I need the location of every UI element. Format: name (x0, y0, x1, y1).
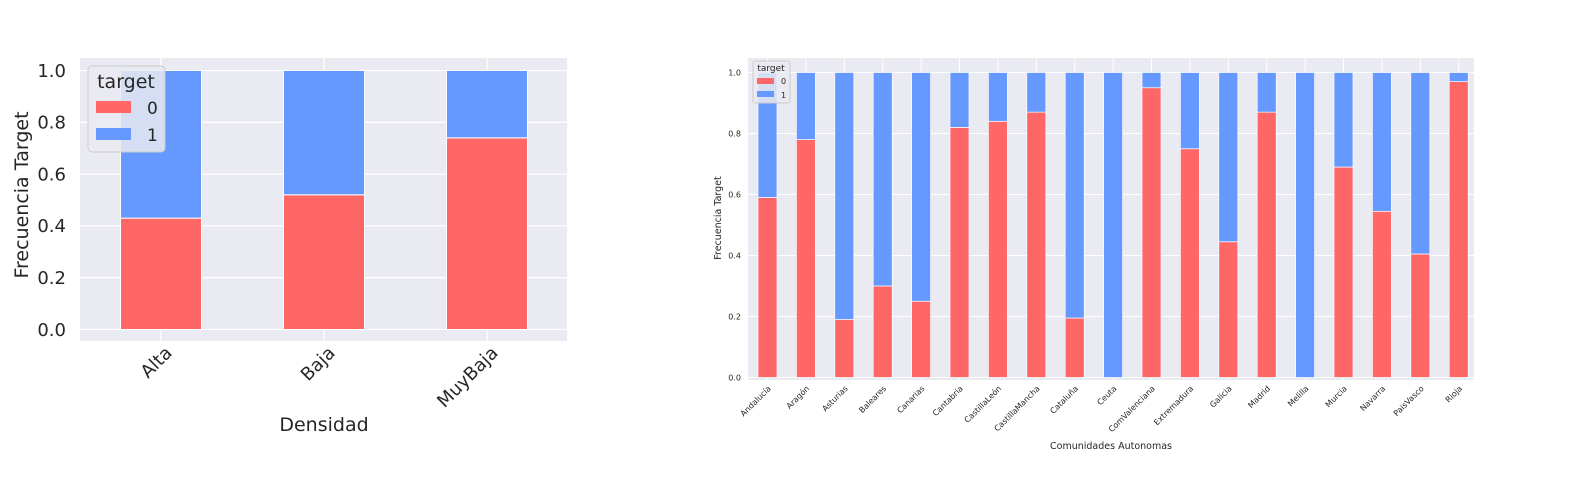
x-tick-label: Cantabria (931, 384, 965, 418)
bar-Rioja-series-0 (1448, 81, 1469, 378)
bar-Alta-series-0 (120, 217, 202, 331)
y-axis-label: Frecuencia Target (11, 111, 33, 278)
y-axis-label: Frecuencia Target (713, 176, 724, 260)
bar-Rioja-series-1 (1448, 72, 1469, 82)
bar-CastillaLeón-series-0 (988, 120, 1008, 378)
x-tick-label: Rioja (1444, 384, 1464, 404)
y-tick-label: 0.0 (37, 320, 66, 341)
legend: target 0 1 (752, 60, 791, 104)
legend-swatch-0 (757, 78, 774, 84)
bar-Cataluña-series-0 (1064, 317, 1085, 378)
bar-ComValenciana-series-0 (1141, 87, 1162, 378)
legend-label-1: 1 (781, 91, 786, 100)
y-tick-label: 0.6 (37, 164, 66, 185)
bar-Baleares-series-0 (872, 285, 893, 378)
legend-swatch-1 (96, 128, 131, 140)
bar-Andalucía-series-0 (757, 197, 778, 378)
bar-CastillaLeón-series-1 (988, 72, 1008, 122)
legend-swatch-1 (757, 91, 774, 97)
bar-MuyBaja-series-0 (446, 137, 528, 330)
y-tick-label: 0.2 (37, 268, 66, 289)
bar-Madrid-series-1 (1256, 72, 1277, 113)
chart-comunidades: 0.0 0.2 0.4 0.6 0.8 1.0 Andalucía Aragón Asturi… (713, 58, 1474, 452)
bar-CastillaMancha-series-1 (1026, 72, 1047, 113)
bar-Canarias-series-0 (911, 300, 931, 378)
bar-Asturias-series-0 (834, 319, 855, 378)
x-tick-label: PaisVasco (1392, 384, 1426, 418)
y-tick-label: 0.8 (728, 129, 741, 138)
x-tick-label: Baleares (857, 384, 888, 415)
bar-Ceuta-series-1 (1103, 72, 1123, 378)
bars (757, 72, 1469, 378)
bar-Madrid-series-0 (1256, 111, 1277, 378)
y-tick-label: 0.0 (728, 373, 741, 382)
bar-Extremadura-series-1 (1180, 72, 1200, 150)
bar-Baleares-series-1 (872, 72, 893, 287)
x-tick-label: Cataluña (1048, 384, 1080, 416)
bar-ComValenciana-series-1 (1141, 72, 1162, 89)
x-tick-labels: Andalucía Aragón Asturias Baleares Canarias C… (739, 383, 1464, 434)
legend-title: target (97, 71, 155, 93)
bar-Asturias-series-1 (834, 72, 855, 320)
bar-MuyBaja-series-1 (446, 70, 528, 139)
bar-Baja-series-1 (283, 70, 365, 196)
x-tick-label: Alta (137, 343, 177, 383)
bar-Extremadura-series-0 (1180, 148, 1200, 378)
x-tick-label: Madrid (1246, 384, 1272, 410)
y-tick-labels: 0.0 0.2 0.4 0.6 0.8 1.0 (37, 61, 66, 341)
x-tick-label: Navarra (1358, 384, 1387, 413)
chart-densidad: 0.0 0.2 0.4 0.6 0.8 1.0 Alta Baja MuyBaja Densi… (11, 58, 567, 436)
y-tick-label: 0.2 (728, 312, 741, 321)
y-tick-label: 0.4 (37, 216, 66, 237)
y-tick-label: 1.0 (37, 61, 66, 82)
x-tick-label: Baja (297, 343, 340, 386)
bar-Galicia-series-1 (1218, 72, 1239, 243)
x-tick-label: Canarias (895, 384, 926, 415)
bar-CastillaMancha-series-0 (1026, 111, 1047, 378)
y-tick-label: 0.8 (37, 113, 66, 134)
bar-PaisVasco-series-0 (1410, 253, 1431, 378)
x-axis-label: Densidad (279, 414, 368, 436)
legend-label-0: 0 (781, 77, 786, 86)
x-tick-label: MuyBaja (433, 343, 502, 412)
x-tick-labels: Alta Baja MuyBaja (137, 343, 503, 412)
bar-Cataluña-series-1 (1064, 72, 1085, 319)
y-tick-labels: 0.0 0.2 0.4 0.6 0.8 1.0 (728, 68, 741, 382)
x-tick-label: Ceuta (1095, 384, 1118, 407)
bar-Galicia-series-0 (1218, 241, 1239, 378)
legend-title: target (757, 64, 785, 74)
x-tick-label: Galicia (1208, 384, 1234, 410)
bar-Aragón-series-1 (796, 72, 816, 140)
bar-Aragón-series-0 (796, 139, 816, 378)
x-tick-label: Andalucía (739, 384, 773, 418)
bar-PaisVasco-series-1 (1410, 72, 1431, 255)
legend-label-1: 1 (147, 126, 158, 146)
legend: target 0 1 (87, 65, 166, 153)
y-tick-label: 0.6 (728, 190, 741, 199)
bar-Navarra-series-0 (1372, 210, 1392, 378)
x-tick-label: CastillaLeón (962, 383, 1003, 424)
x-tick-label: Murcia (1324, 384, 1349, 409)
bars (120, 70, 528, 331)
x-axis-label: Comunidades Autonomas (1050, 441, 1172, 452)
legend-label-0: 0 (147, 99, 158, 119)
x-tick-label: Extremadura (1152, 384, 1195, 427)
y-tick-label: 0.4 (728, 251, 741, 260)
bar-Navarra-series-1 (1372, 72, 1392, 212)
bar-Canarias-series-1 (911, 72, 931, 302)
legend-swatch-0 (96, 101, 131, 113)
bar-Melilla-series-1 (1295, 72, 1315, 378)
bar-Baja-series-0 (283, 194, 365, 330)
x-tick-label: Aragón (784, 383, 811, 410)
x-tick-label: Asturias (820, 384, 849, 413)
x-tick-label: Melilla (1286, 384, 1311, 409)
bar-Cantabria-series-1 (949, 72, 970, 128)
bar-Cantabria-series-0 (949, 127, 970, 378)
bar-Murcia-series-0 (1333, 166, 1354, 378)
y-tick-label: 1.0 (728, 68, 741, 77)
bar-Murcia-series-1 (1333, 72, 1354, 168)
